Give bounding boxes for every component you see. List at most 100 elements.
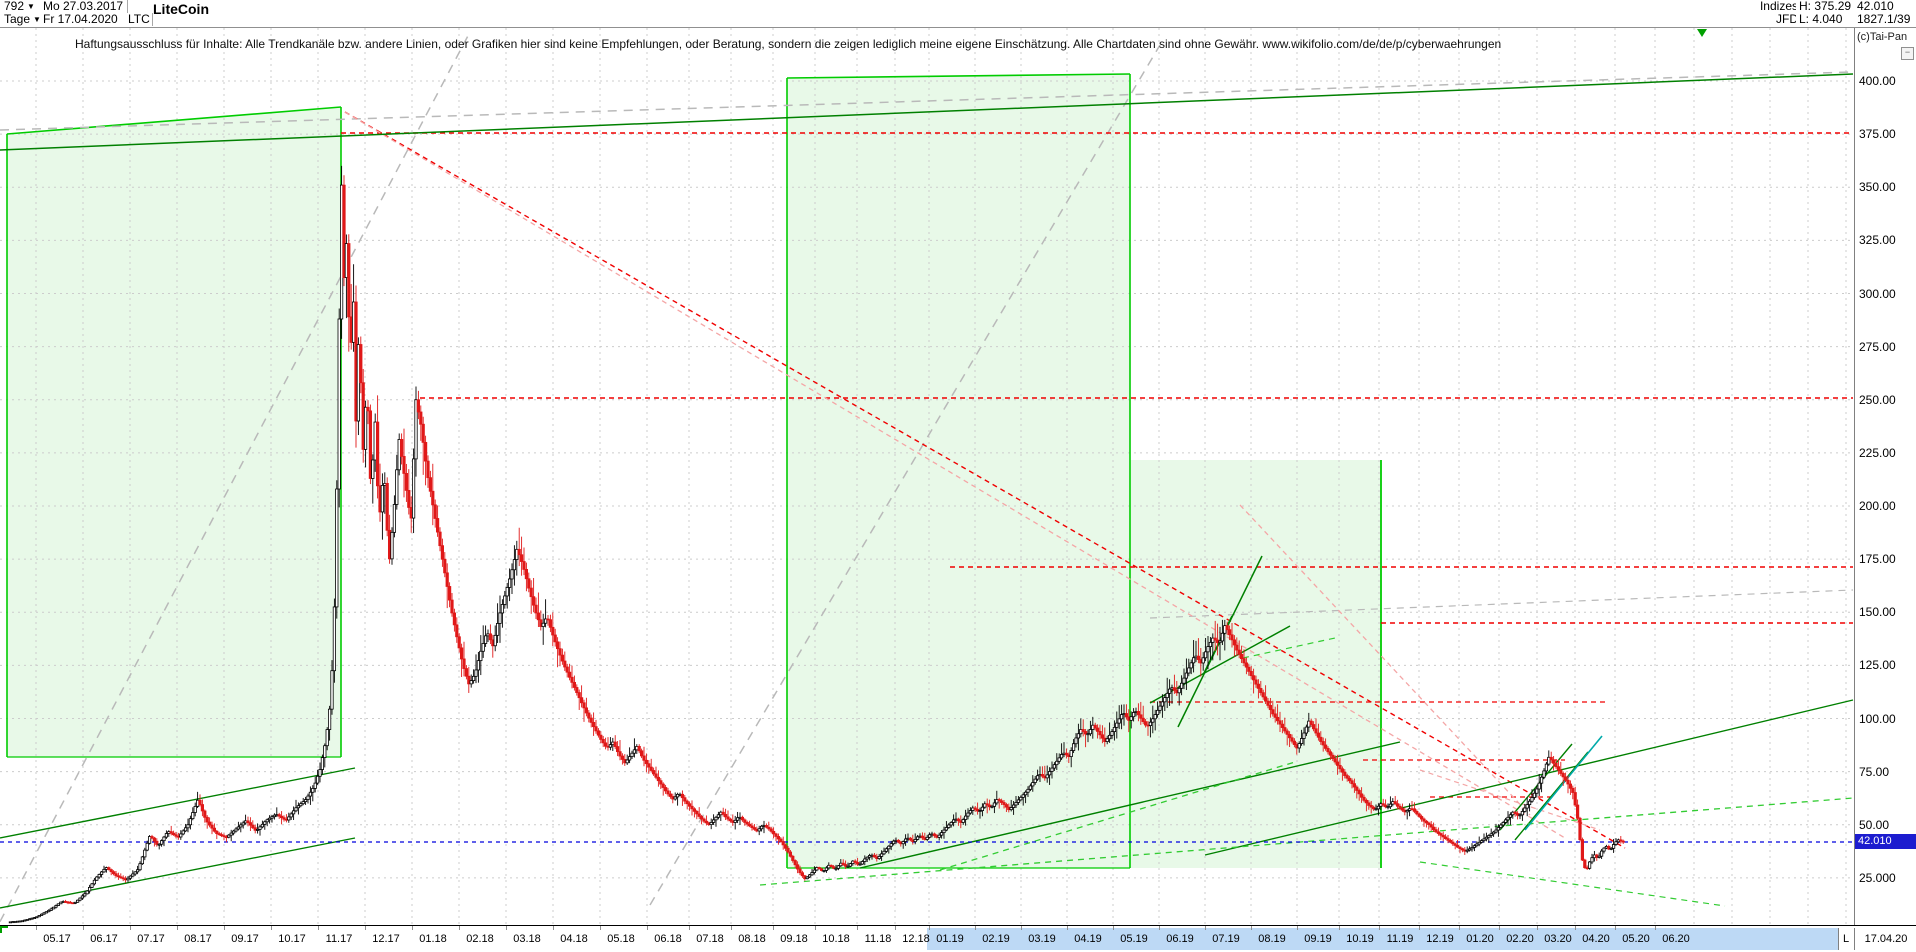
x-axis-tick bbox=[1379, 926, 1380, 930]
x-axis-tick bbox=[177, 926, 178, 930]
x-axis-tick bbox=[1655, 926, 1656, 930]
x-axis-label: 08.19 bbox=[1258, 933, 1286, 945]
x-axis-tick bbox=[731, 926, 732, 930]
trendline-green-channel-top-long bbox=[0, 73, 1854, 151]
x-axis: 05.17 06.17 07.17 08.17 09.17 10.17 11.17 12.17… bbox=[0, 925, 1916, 952]
y-axis-label: 325.00 bbox=[1859, 233, 1896, 248]
x-axis-tick bbox=[130, 926, 131, 930]
x-axis-tick bbox=[271, 926, 272, 930]
x-axis-label: 05.18 bbox=[607, 933, 635, 945]
x-axis-tick bbox=[1113, 926, 1114, 930]
x-axis-tick bbox=[1205, 926, 1206, 930]
trendline-green-support-right-long bbox=[1204, 699, 1854, 856]
category-label: Indizes bbox=[1740, 0, 1802, 14]
x-axis-label: 05.19 bbox=[1120, 933, 1148, 945]
x-axis-label: 10.17 bbox=[278, 933, 306, 945]
y-axis-label: 150.00 bbox=[1859, 605, 1896, 620]
trendline-green-2019-support-long bbox=[859, 741, 1401, 869]
x-axis-tick bbox=[600, 926, 601, 930]
x-axis-label: 11.18 bbox=[864, 933, 892, 945]
x-axis-label: 01.19 bbox=[936, 933, 964, 945]
x-axis-label: 10.18 bbox=[822, 933, 850, 945]
trendline-green-2020-steep-b bbox=[1514, 751, 1589, 841]
x-axis-label: 09.18 bbox=[780, 933, 808, 945]
y-axis-label: 350.00 bbox=[1859, 180, 1896, 195]
x-axis-label: 03.19 bbox=[1028, 933, 1056, 945]
x-axis-label: 07.18 bbox=[696, 933, 724, 945]
x-axis-tick bbox=[895, 926, 896, 930]
x-axis-label: 12.19 bbox=[1426, 933, 1454, 945]
x-axis-tick bbox=[1067, 926, 1068, 930]
x-axis-tick bbox=[773, 926, 774, 930]
x-axis-tick bbox=[506, 926, 507, 930]
y-axis-label: 225.00 bbox=[1859, 445, 1896, 460]
x-axis-tick bbox=[1499, 926, 1500, 930]
disclaimer-text: Haftungsausschluss für Inhalte: Alle Tre… bbox=[75, 37, 1502, 51]
y-axis-label: 25.000 bbox=[1859, 870, 1896, 885]
trendline-greendash-2019 bbox=[939, 761, 1296, 871]
x-axis-tick bbox=[459, 926, 460, 930]
x-axis-label: 03.18 bbox=[513, 933, 541, 945]
volume-info: 1827.1/39 bbox=[1854, 13, 1916, 26]
x-axis-label: 06.17 bbox=[90, 933, 118, 945]
y-axis-label: 175.00 bbox=[1859, 552, 1896, 567]
timeframe-dropdown[interactable]: Tage ▼ bbox=[1, 13, 43, 26]
instrument-title: LiteCoin bbox=[153, 1, 209, 17]
x-axis-tick bbox=[553, 926, 554, 930]
start-date-cell[interactable]: Mo 27.03.2017 bbox=[40, 0, 128, 14]
trendline-green-2017-channel-b bbox=[0, 837, 356, 909]
y-axis-label: 250.00 bbox=[1859, 392, 1896, 407]
x-axis-tick bbox=[975, 926, 976, 930]
y-axis-label: 75.00 bbox=[1859, 764, 1890, 779]
x-axis-tick bbox=[1419, 926, 1420, 930]
x-axis-tick bbox=[929, 926, 930, 930]
x-axis-label: 11.17 bbox=[325, 933, 353, 945]
x-axis-label: 02.18 bbox=[466, 933, 494, 945]
x-axis-tick bbox=[689, 926, 690, 930]
trendline-gray-support-right bbox=[1149, 589, 1854, 619]
x-axis-tick bbox=[412, 926, 413, 930]
x-axis-tick bbox=[365, 926, 366, 930]
x-axis-label: 03.20 bbox=[1544, 933, 1572, 945]
trendline-pink-downtrend-2019 bbox=[1239, 504, 1531, 816]
x-axis-label: 06.19 bbox=[1166, 933, 1194, 945]
x-axis-tick bbox=[1251, 926, 1252, 930]
x-axis-label: 04.19 bbox=[1074, 933, 1102, 945]
collapse-icon[interactable]: − bbox=[1901, 47, 1914, 60]
x-axis-label: 08.18 bbox=[738, 933, 766, 945]
trendline-greendash-right-down bbox=[1419, 861, 1726, 907]
x-axis-label: 04.18 bbox=[560, 933, 588, 945]
y-axis-label: 100.00 bbox=[1859, 711, 1896, 726]
trendline-greendash-bottom-long bbox=[759, 797, 1854, 886]
chevron-down-icon: ▼ bbox=[27, 2, 35, 11]
x-axis-highlight-band bbox=[927, 928, 1838, 950]
price-chart-canvas[interactable] bbox=[0, 27, 1854, 925]
last-price-badge: 42.010 bbox=[1855, 833, 1916, 849]
y-axis-gutter: (c)Tai-Pan − 400.00 375.00 350.00 325.00 300… bbox=[1854, 27, 1916, 925]
x-axis-label: 12.17 bbox=[372, 933, 400, 945]
end-date-cell[interactable]: Fr 17.04.2020 bbox=[40, 13, 128, 26]
x-axis-tick bbox=[318, 926, 319, 930]
bars-count-value: 792 bbox=[4, 0, 25, 13]
y-axis-label: 300.00 bbox=[1859, 286, 1896, 301]
high-value: H: 375.29 bbox=[1796, 0, 1856, 14]
y-axis-label: 200.00 bbox=[1859, 499, 1896, 513]
x-axis-label: 10.19 bbox=[1346, 933, 1374, 945]
y-axis-label: 375.00 bbox=[1859, 127, 1896, 142]
trendline-red-downtrend-main bbox=[344, 111, 1626, 849]
x-axis-tick bbox=[1537, 926, 1538, 930]
x-axis-tick bbox=[1297, 926, 1298, 930]
x-axis-label: 01.20 bbox=[1466, 933, 1494, 945]
trendline-pink-downtrend bbox=[344, 111, 1566, 839]
x-axis-label: 09.19 bbox=[1304, 933, 1332, 945]
x-axis-tick bbox=[647, 926, 648, 930]
x-axis-label: 08.17 bbox=[184, 933, 212, 945]
bars-count-dropdown[interactable]: 792 ▼ bbox=[1, 0, 43, 14]
x-axis-tick bbox=[815, 926, 816, 930]
x-axis-label: 09.17 bbox=[231, 933, 259, 945]
x-axis-tick bbox=[1021, 926, 1022, 930]
source-label: JFD bbox=[1740, 13, 1802, 26]
copyright-label: (c)Tai-Pan bbox=[1857, 31, 1908, 43]
axis-mode-label[interactable]: L bbox=[1838, 928, 1853, 950]
